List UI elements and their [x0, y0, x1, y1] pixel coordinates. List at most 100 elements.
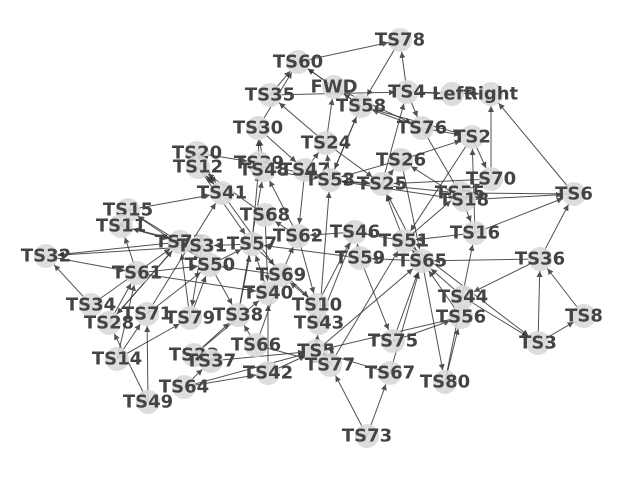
node-circle: [226, 303, 250, 327]
node-ts53: TS53: [305, 168, 355, 192]
node-label: TS16: [450, 223, 500, 244]
edge-ts41-to-ts69: [221, 192, 275, 266]
node-circle: [392, 229, 416, 253]
node-label: TS51: [379, 231, 429, 252]
node-ts56: TS56: [436, 305, 486, 329]
node-circle: [355, 424, 379, 448]
node-ts18: TS18: [439, 188, 489, 212]
node-label: TS8: [565, 306, 603, 327]
edge-ts44-to-ts3: [462, 296, 529, 338]
node-circle: [198, 253, 222, 277]
node-label: TS48: [239, 160, 289, 181]
node-label: TS47: [280, 160, 330, 181]
node-label: TS50: [185, 255, 235, 276]
node-circle: [252, 158, 276, 182]
node-circle: [370, 172, 394, 196]
node-ts11: TS11: [96, 214, 146, 238]
node-ts76: TS76: [397, 116, 447, 140]
node-ts12: TS12: [173, 155, 223, 179]
node-label: TS30: [233, 118, 283, 139]
node-label: TS53: [305, 170, 355, 191]
node-label: TS24: [301, 133, 351, 154]
node-circle: [433, 370, 457, 394]
node-ts35: TS35: [245, 83, 295, 107]
node-circle: [479, 167, 503, 191]
edge-ts16-to-ts6: [474, 197, 564, 234]
node-label: TS11: [96, 216, 146, 237]
node-ts80: TS80: [420, 370, 470, 394]
node-label: TS14: [92, 349, 142, 370]
node-ts77: TS77: [305, 353, 355, 377]
node-ts64: TS64: [159, 375, 209, 399]
node-circle: [258, 83, 282, 107]
node-ts49: TS49: [123, 390, 173, 414]
node-circle: [125, 261, 149, 285]
node-circle: [410, 116, 434, 140]
node-circle: [178, 306, 202, 330]
node-ts38: TS38: [213, 303, 263, 327]
node-label: TS68: [240, 205, 290, 226]
edge-ts3-to-ts36: [536, 270, 543, 344]
node-label: TS10: [292, 295, 342, 316]
node-label: TS38: [213, 305, 263, 326]
edge-ts55-to-ts53: [341, 178, 461, 194]
node-circle: [572, 304, 596, 328]
node-circle: [190, 234, 214, 258]
node-circle: [463, 221, 487, 245]
node-circle: [256, 361, 280, 385]
node-label: TS44: [438, 287, 488, 308]
edge-ts6-to-right: [498, 102, 575, 195]
node-label: TS69: [256, 265, 306, 286]
node-label: TS56: [436, 307, 486, 328]
node-circle: [452, 188, 476, 212]
edge-ts18-to-ts6: [463, 191, 563, 201]
node-circle: [318, 353, 342, 377]
edge-ts67-to-ts65: [389, 272, 420, 374]
node-ts41: TS41: [197, 181, 247, 205]
node-label: TS43: [294, 313, 344, 334]
node-label: TS71: [122, 304, 172, 325]
edge-ts72-to-ts32: [57, 241, 181, 258]
node-ts71: TS71: [122, 302, 172, 326]
node-label: Right: [464, 84, 519, 105]
node-label: TS67: [365, 363, 415, 384]
node-circle: [388, 28, 412, 52]
node-circle: [256, 281, 280, 305]
node-ts60: TS60: [273, 50, 323, 74]
node-circle: [343, 220, 367, 244]
node-circle: [314, 131, 338, 155]
node-circle: [410, 249, 434, 273]
node-ts24: TS24: [301, 131, 351, 155]
node-label: TS32: [21, 246, 71, 267]
node-ts40: TS40: [243, 281, 293, 305]
edge-ts26-to-ts65: [400, 159, 422, 250]
node-label: TS80: [420, 372, 470, 393]
node-circle: [562, 182, 586, 206]
node-ts73: TS73: [342, 424, 392, 448]
node-label: TS42: [243, 363, 293, 384]
node-circle: [136, 390, 160, 414]
edge-ts46-to-ts43: [322, 231, 356, 313]
node-label: TS77: [305, 355, 355, 376]
node-label: TS37: [186, 351, 236, 372]
node-circle: [378, 361, 402, 385]
node-ts37: TS37: [186, 349, 236, 373]
node-label: TS2: [453, 127, 491, 148]
node-ts2: TS2: [453, 125, 491, 149]
node-label: TS25: [357, 174, 407, 195]
node-circle: [460, 125, 484, 149]
node-fwd: FWD: [310, 75, 358, 99]
edge-ts36-to-ts65: [433, 257, 541, 264]
node-ts75: TS75: [368, 329, 418, 353]
node-circle: [286, 50, 310, 74]
node-ts43: TS43: [294, 311, 344, 335]
node-ts31: TS31: [177, 234, 227, 258]
node-label: TS35: [245, 85, 295, 106]
node-circle: [395, 80, 419, 104]
node-label: TS31: [177, 236, 227, 257]
edge-ts71-to-ts41: [146, 202, 217, 315]
node-ts25: TS25: [357, 172, 407, 196]
node-circle: [269, 263, 293, 287]
node-label: TS70: [466, 169, 516, 190]
